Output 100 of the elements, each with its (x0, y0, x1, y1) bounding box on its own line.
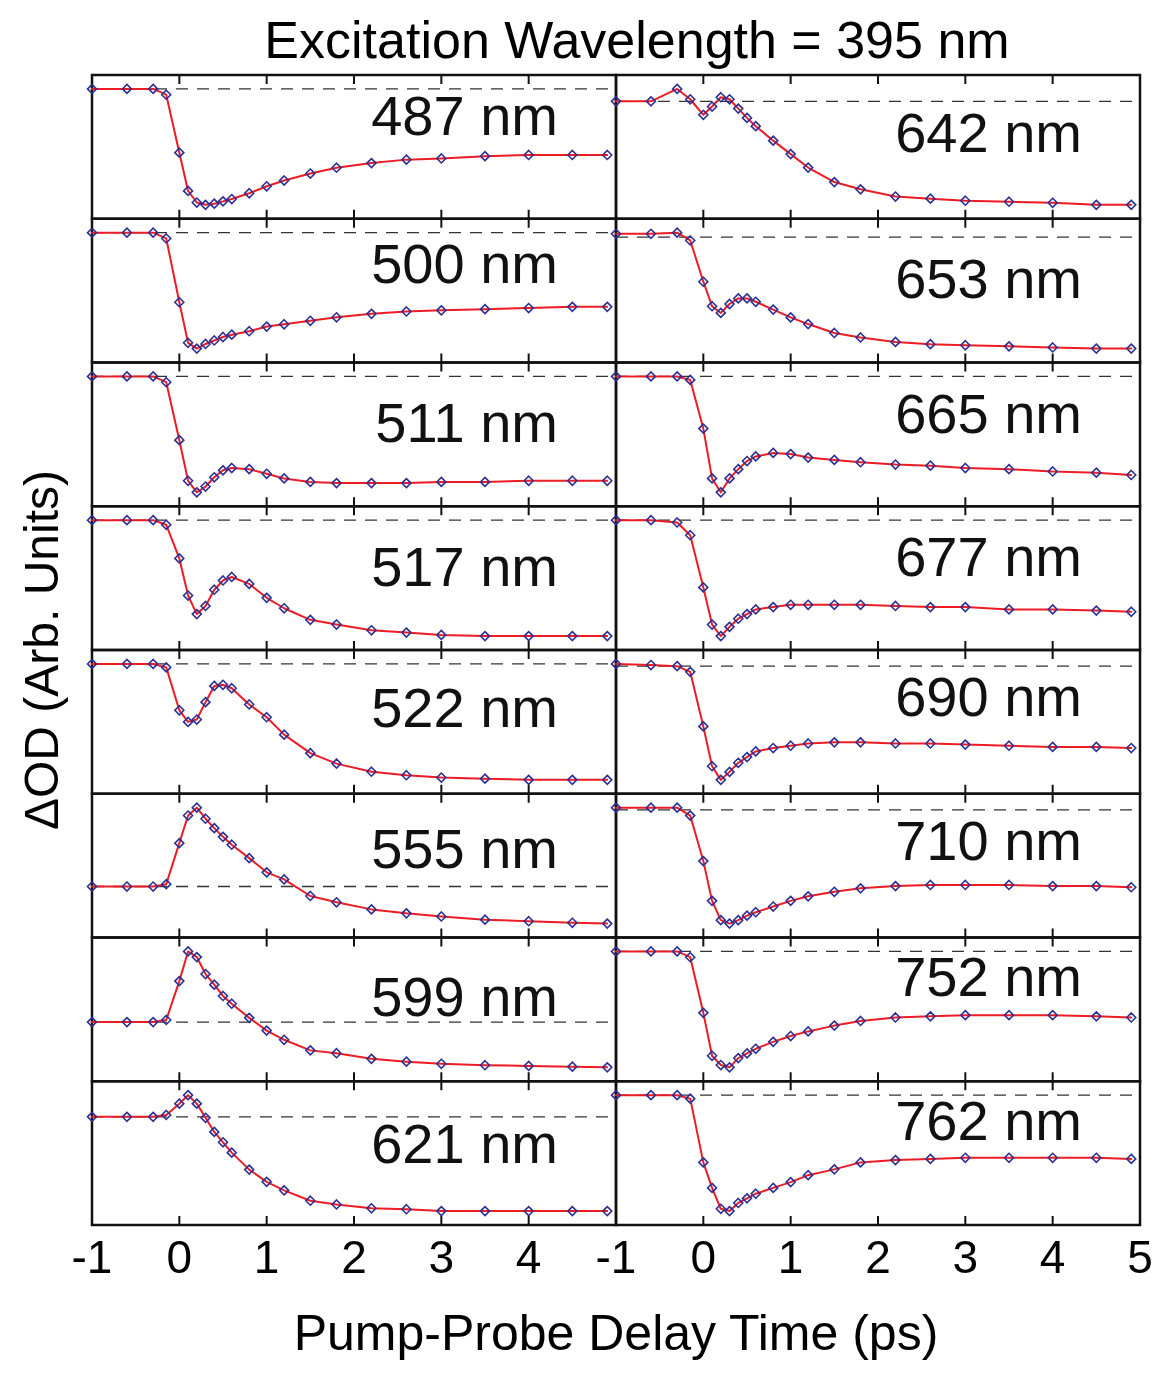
y-axis-title: ΔOD (Arb. Units) (15, 469, 68, 831)
point (567, 475, 578, 487)
point (767, 742, 779, 754)
point (305, 1045, 316, 1056)
point (1047, 880, 1058, 892)
point (724, 93, 735, 105)
point (217, 831, 229, 843)
annotation: 555 nm (371, 817, 558, 881)
annotation: 677 nm (895, 524, 1082, 588)
point (890, 459, 901, 470)
x-tick-label: 5 (1127, 1231, 1153, 1283)
point (121, 83, 133, 95)
point (785, 312, 796, 323)
annotation: 752 nm (895, 945, 1082, 1009)
point (1125, 1012, 1137, 1023)
point (706, 760, 718, 772)
point (1003, 341, 1015, 352)
point (890, 1154, 901, 1166)
point (174, 837, 185, 849)
point (785, 599, 796, 611)
point (208, 979, 220, 990)
point (147, 881, 159, 892)
point (243, 852, 255, 864)
point (121, 1111, 133, 1123)
point (802, 162, 814, 173)
point (147, 1016, 159, 1028)
point (208, 822, 220, 834)
point (226, 193, 238, 205)
point (191, 197, 203, 208)
point (601, 918, 613, 929)
x-tick-label: 1 (253, 1231, 280, 1283)
point (261, 321, 272, 332)
point (436, 772, 447, 783)
point (1047, 342, 1058, 353)
point (732, 757, 744, 769)
point (1003, 1152, 1015, 1164)
point (436, 153, 447, 164)
point (567, 149, 578, 161)
point (1091, 1152, 1102, 1164)
point (401, 477, 412, 489)
point (479, 1205, 491, 1217)
point (278, 729, 290, 740)
point (436, 911, 447, 922)
point (698, 1007, 709, 1019)
point (366, 624, 377, 636)
point (610, 228, 622, 240)
point (829, 1020, 840, 1031)
point (208, 1126, 220, 1138)
point (829, 886, 840, 898)
point (217, 1136, 229, 1148)
point (1003, 740, 1015, 752)
point (200, 199, 211, 211)
point (706, 895, 718, 907)
x-tick-label: -1 (71, 1231, 113, 1283)
point (261, 867, 272, 878)
point (366, 1053, 377, 1065)
point (174, 975, 185, 987)
point (331, 758, 342, 769)
point (305, 1195, 316, 1207)
point (732, 463, 744, 475)
point (855, 1157, 866, 1168)
point (715, 630, 727, 642)
point (278, 318, 290, 330)
point (767, 901, 779, 912)
point (200, 1112, 211, 1124)
point (767, 304, 779, 315)
point (855, 599, 866, 611)
point (1125, 343, 1137, 354)
point (401, 1203, 412, 1215)
point (86, 658, 98, 670)
point (567, 301, 578, 313)
point (855, 184, 866, 195)
point (767, 447, 779, 459)
point (174, 704, 185, 716)
point (741, 455, 753, 467)
point (698, 855, 709, 867)
point (174, 296, 185, 308)
point (1047, 197, 1058, 209)
point (925, 1153, 936, 1165)
point (147, 83, 159, 95)
point (200, 338, 211, 350)
point (785, 895, 796, 907)
annotation: 522 nm (371, 675, 558, 739)
point (960, 601, 971, 613)
point (802, 738, 814, 749)
point (610, 371, 622, 382)
point (160, 233, 172, 244)
point (960, 879, 971, 891)
point (960, 1009, 971, 1021)
x-tick-label: 1 (777, 1231, 804, 1283)
point (1091, 741, 1102, 753)
point (890, 191, 901, 202)
point (86, 83, 98, 95)
point (750, 120, 762, 132)
point (208, 198, 220, 209)
point (121, 514, 133, 526)
point (645, 946, 657, 957)
point (182, 946, 194, 957)
point (243, 187, 255, 199)
point (724, 1062, 735, 1073)
